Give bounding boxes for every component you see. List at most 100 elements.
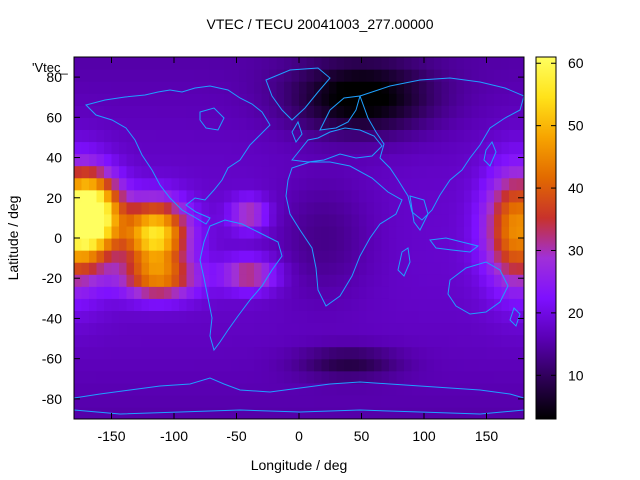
heatmap-cell bbox=[344, 225, 353, 239]
heatmap-cell bbox=[141, 141, 150, 155]
heatmap-cell bbox=[321, 57, 330, 70]
heatmap-cell bbox=[149, 69, 158, 82]
heatmap-cell bbox=[336, 238, 345, 251]
heatmap-cell bbox=[104, 225, 113, 239]
heatmap-cell bbox=[321, 358, 330, 372]
heatmap-cell bbox=[96, 141, 105, 155]
heatmap-cell bbox=[254, 322, 263, 336]
heatmap-cell bbox=[96, 394, 105, 408]
heatmap-cell bbox=[209, 57, 218, 70]
heatmap-cell bbox=[464, 57, 473, 70]
heatmap-cell bbox=[471, 346, 480, 360]
heatmap-cell bbox=[179, 334, 188, 348]
heatmap-cell bbox=[291, 57, 300, 70]
heatmap-cell bbox=[314, 286, 323, 299]
heatmap-cell bbox=[396, 201, 405, 215]
heatmap-cell bbox=[201, 394, 210, 408]
heatmap-cell bbox=[479, 189, 488, 203]
heatmap-cell bbox=[194, 274, 203, 287]
coastline-antarctica bbox=[74, 377, 524, 399]
heatmap-cell bbox=[381, 322, 390, 336]
heatmap-cell bbox=[111, 310, 120, 324]
heatmap-cell bbox=[231, 153, 240, 167]
heatmap-cell bbox=[209, 69, 218, 82]
heatmap-cell bbox=[231, 177, 240, 191]
heatmap-cell bbox=[434, 129, 443, 143]
heatmap-cell bbox=[471, 322, 480, 336]
x-tick-label: 0 bbox=[295, 428, 303, 444]
heatmap-cell bbox=[269, 382, 278, 396]
heatmap-cell bbox=[284, 189, 293, 203]
heatmap-cell bbox=[186, 141, 195, 155]
heatmap-cell bbox=[486, 238, 495, 251]
heatmap-cell bbox=[186, 213, 195, 227]
heatmap-cell bbox=[179, 225, 188, 239]
heatmap-cell bbox=[96, 346, 105, 360]
heatmap-cell bbox=[389, 213, 398, 227]
heatmap-cell bbox=[149, 262, 158, 275]
heatmap-cell bbox=[404, 117, 413, 130]
heatmap-cell bbox=[366, 93, 375, 106]
heatmap-cell bbox=[426, 322, 435, 336]
heatmap-cell bbox=[254, 177, 263, 191]
heatmap-cell bbox=[411, 382, 420, 396]
heatmap-cell bbox=[509, 394, 518, 408]
heatmap-cell bbox=[321, 93, 330, 106]
heatmap-cell bbox=[359, 238, 368, 251]
heatmap-cell bbox=[516, 238, 524, 251]
heatmap-cell bbox=[479, 57, 488, 70]
heatmap-cell bbox=[486, 201, 495, 215]
heatmap-cell bbox=[111, 382, 120, 396]
heatmap-cell bbox=[494, 334, 503, 348]
heatmap-cell bbox=[194, 69, 203, 82]
heatmap-cell bbox=[374, 165, 383, 179]
heatmap-cell bbox=[359, 105, 368, 118]
heatmap-cell bbox=[216, 69, 225, 82]
heatmap-cell bbox=[471, 93, 480, 106]
heatmap-cell bbox=[479, 225, 488, 239]
heatmap-cell bbox=[374, 93, 383, 106]
heatmap-cell bbox=[336, 93, 345, 106]
heatmap-cell bbox=[389, 141, 398, 155]
heatmap-cell bbox=[141, 250, 150, 263]
heatmap-cell bbox=[329, 213, 338, 227]
heatmap-cell bbox=[186, 93, 195, 106]
heatmap-cell bbox=[426, 370, 435, 384]
heatmap-cell bbox=[284, 358, 293, 372]
heatmap-cell bbox=[194, 129, 203, 143]
heatmap-cell bbox=[494, 141, 503, 155]
heatmap-cell bbox=[224, 141, 233, 155]
heatmap-cell bbox=[209, 274, 218, 287]
heatmap-cell bbox=[374, 262, 383, 275]
heatmap-cell bbox=[449, 177, 458, 191]
heatmap-cell bbox=[291, 322, 300, 336]
heatmap-cell bbox=[344, 286, 353, 299]
heatmap-cell bbox=[119, 346, 128, 360]
heatmap-cell bbox=[104, 262, 113, 275]
heatmap-cell bbox=[396, 310, 405, 324]
heatmap-cell bbox=[404, 153, 413, 167]
heatmap-cell bbox=[464, 165, 473, 179]
heatmap-cell bbox=[149, 57, 158, 70]
heatmap-cell bbox=[104, 382, 113, 396]
heatmap-cell bbox=[434, 262, 443, 275]
heatmap-cell bbox=[464, 189, 473, 203]
heatmap-cell bbox=[389, 57, 398, 70]
heatmap-cell bbox=[269, 153, 278, 167]
heatmap-cell bbox=[456, 358, 465, 372]
heatmap-cell bbox=[231, 298, 240, 311]
heatmap-cell bbox=[111, 358, 120, 372]
heatmap-cell bbox=[314, 117, 323, 130]
heatmap-cell bbox=[134, 262, 143, 275]
heatmap-cell bbox=[426, 394, 435, 408]
heatmap-cell bbox=[344, 189, 353, 203]
heatmap-cell bbox=[471, 286, 480, 299]
y-tick-label: 60 bbox=[46, 109, 62, 125]
heatmap-cell bbox=[351, 117, 360, 130]
heatmap-cell bbox=[81, 141, 90, 155]
coastline-north-america bbox=[85, 85, 271, 225]
heatmap-cell bbox=[239, 286, 248, 299]
heatmap-cell bbox=[494, 250, 503, 263]
heatmap-cell bbox=[239, 201, 248, 215]
heatmap-cell bbox=[186, 177, 195, 191]
